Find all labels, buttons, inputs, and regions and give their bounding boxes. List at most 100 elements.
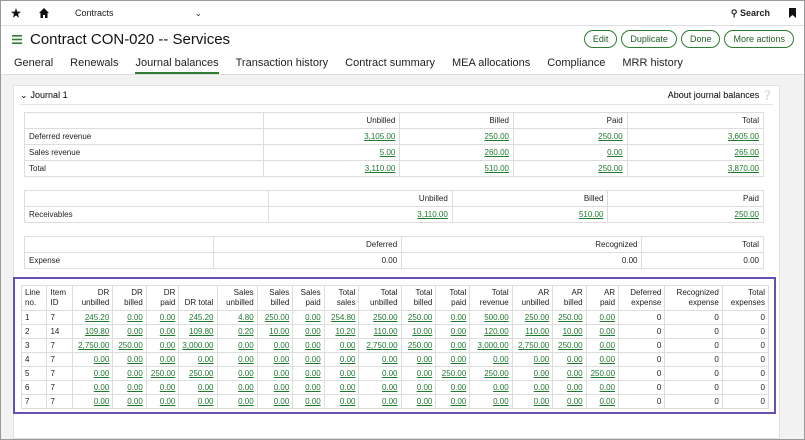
value-link[interactable]: 2,750.00	[366, 341, 397, 350]
value-link[interactable]: 3,110.00	[417, 210, 448, 219]
value-link[interactable]: 3,870.00	[728, 164, 759, 173]
value-link[interactable]: 0.00	[274, 383, 290, 392]
collapse-icon[interactable]: ⌄	[20, 90, 28, 101]
value-link[interactable]: 0.00	[600, 327, 616, 336]
value-link[interactable]: 10.00	[269, 327, 289, 336]
value-link[interactable]: 0.00	[417, 355, 433, 364]
tab[interactable]: Renewals	[70, 52, 118, 74]
value-link[interactable]: 0.00	[600, 341, 616, 350]
value-link[interactable]: 0.00	[382, 369, 398, 378]
value-link[interactable]: 0.00	[600, 313, 616, 322]
value-link[interactable]: 0.00	[451, 383, 467, 392]
value-link[interactable]: 0.00	[305, 313, 321, 322]
action-button[interactable]: Done	[681, 30, 721, 48]
value-link[interactable]: 0.00	[274, 369, 290, 378]
value-link[interactable]: 0.00	[382, 355, 398, 364]
value-link[interactable]: 0.00	[160, 383, 176, 392]
value-link[interactable]: 0.00	[94, 369, 110, 378]
value-link[interactable]: 0.00	[567, 397, 583, 406]
value-link[interactable]: 510.00	[579, 210, 603, 219]
value-link[interactable]: 0.00	[534, 397, 550, 406]
value-link[interactable]: 110.00	[525, 327, 549, 336]
star-icon[interactable]	[11, 8, 21, 18]
value-link[interactable]: 0.00	[127, 313, 143, 322]
value-link[interactable]: 0.00	[451, 327, 467, 336]
value-link[interactable]: 3,605.00	[728, 132, 759, 141]
value-link[interactable]: 0.00	[534, 355, 550, 364]
action-button[interactable]: Edit	[584, 30, 618, 48]
value-link[interactable]: 0.00	[340, 355, 356, 364]
value-link[interactable]: 10.20	[335, 327, 355, 336]
value-link[interactable]: 245.20	[85, 313, 109, 322]
value-link[interactable]: 0.00	[417, 397, 433, 406]
value-link[interactable]: 0.00	[198, 355, 214, 364]
value-link[interactable]: 0.00	[238, 369, 254, 378]
value-link[interactable]: 0.00	[127, 327, 143, 336]
value-link[interactable]: 0.20	[238, 327, 254, 336]
value-link[interactable]: 250.00	[735, 210, 759, 219]
search[interactable]: ⚲ Search	[731, 8, 770, 19]
value-link[interactable]: 0.00	[274, 397, 290, 406]
tab[interactable]: Compliance	[547, 52, 605, 74]
value-link[interactable]: 5.00	[380, 148, 396, 157]
tab[interactable]: Contract summary	[345, 52, 435, 74]
help-link[interactable]: About journal balances ❔	[668, 90, 773, 101]
value-link[interactable]: 0.00	[274, 355, 290, 364]
tab[interactable]: General	[14, 52, 53, 74]
value-link[interactable]: 250.00	[265, 313, 289, 322]
value-link[interactable]: 0.00	[417, 383, 433, 392]
value-link[interactable]: 265.00	[735, 148, 759, 157]
value-link[interactable]: 250.00	[373, 313, 397, 322]
tab[interactable]: MRR history	[622, 52, 683, 74]
value-link[interactable]: 0.00	[340, 383, 356, 392]
value-link[interactable]: 0.00	[600, 397, 616, 406]
value-link[interactable]: 0.00	[382, 383, 398, 392]
value-link[interactable]: 0.00	[451, 397, 467, 406]
value-link[interactable]: 0.00	[127, 397, 143, 406]
value-link[interactable]: 510.00	[485, 164, 509, 173]
value-link[interactable]: 250.00	[598, 132, 622, 141]
value-link[interactable]: 3,000.00	[182, 341, 213, 350]
value-link[interactable]: 0.00	[493, 355, 509, 364]
tab[interactable]: Journal balances	[135, 52, 218, 74]
value-link[interactable]: 0.00	[451, 355, 467, 364]
value-link[interactable]: 2,750.00	[78, 341, 109, 350]
bookmark-icon[interactable]	[789, 8, 796, 18]
value-link[interactable]: 0.00	[340, 397, 356, 406]
value-link[interactable]: 0.00	[567, 383, 583, 392]
value-link[interactable]: 0.00	[305, 341, 321, 350]
value-link[interactable]: 0.00	[94, 355, 110, 364]
value-link[interactable]: 0.00	[127, 383, 143, 392]
value-link[interactable]: 0.00	[305, 355, 321, 364]
value-link[interactable]: 0.00	[600, 383, 616, 392]
value-link[interactable]: 245.20	[189, 313, 213, 322]
value-link[interactable]: 250.00	[408, 341, 432, 350]
value-link[interactable]: 0.00	[160, 355, 176, 364]
home-icon[interactable]	[39, 8, 49, 18]
list-icon[interactable]	[12, 35, 22, 44]
value-link[interactable]: 0.00	[198, 397, 214, 406]
value-link[interactable]: 260.00	[485, 148, 509, 157]
value-link[interactable]: 0.00	[160, 341, 176, 350]
action-button[interactable]: Duplicate	[621, 30, 677, 48]
value-link[interactable]: 250.00	[525, 313, 549, 322]
value-link[interactable]: 0.00	[238, 397, 254, 406]
value-link[interactable]: 254.80	[331, 313, 355, 322]
action-button[interactable]: More actions	[724, 30, 794, 48]
value-link[interactable]: 0.00	[305, 397, 321, 406]
value-link[interactable]: 0.00	[451, 313, 467, 322]
value-link[interactable]: 109.80	[189, 327, 213, 336]
value-link[interactable]: 0.00	[340, 369, 356, 378]
value-link[interactable]: 250.00	[151, 369, 175, 378]
value-link[interactable]: 0.00	[567, 369, 583, 378]
value-link[interactable]: 0.00	[493, 397, 509, 406]
value-link[interactable]: 10.00	[563, 327, 583, 336]
value-link[interactable]: 0.00	[382, 397, 398, 406]
value-link[interactable]: 0.00	[274, 341, 290, 350]
value-link[interactable]: 0.00	[600, 355, 616, 364]
value-link[interactable]: 109.80	[85, 327, 109, 336]
value-link[interactable]: 2,750.00	[518, 341, 549, 350]
value-link[interactable]: 0.00	[94, 397, 110, 406]
value-link[interactable]: 0.00	[305, 383, 321, 392]
value-link[interactable]: 3,110.00	[365, 164, 396, 173]
